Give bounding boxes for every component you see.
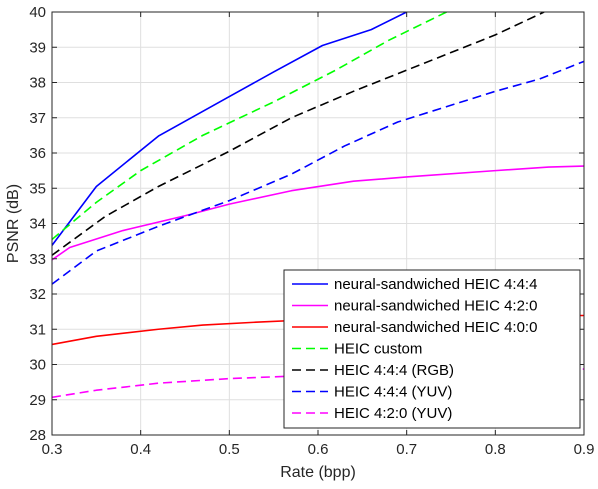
y-tick-label: 32 <box>29 286 46 303</box>
legend: neural-sandwiched HEIC 4:4:4 neural-sandw… <box>283 269 581 429</box>
series-line-heic-custom <box>52 12 447 240</box>
legend-box <box>283 269 581 429</box>
y-tick-label: 28 <box>29 427 46 444</box>
y-tick-label: 36 <box>29 145 46 162</box>
x-tick-label: 0.4 <box>130 441 151 458</box>
axis-ticks: 0.3 0.4 0.5 0.6 0.7 0.8 0.9 28 29 30 31 32 33 34 35 36 3… <box>29 4 594 458</box>
y-tick-label: 39 <box>29 39 46 56</box>
x-tick-label: 0.7 <box>396 441 417 458</box>
series-line-neural-sandwiched-heic-4-2-0 <box>52 165 584 261</box>
x-tick-label: 0.6 <box>308 441 329 458</box>
y-tick-label: 40 <box>29 4 46 21</box>
legend-label: neural-sandwiched HEIC 4:2:0 <box>334 298 537 315</box>
x-tick-label: 0.8 <box>485 441 506 458</box>
x-tick-label: 0.3 <box>42 441 63 458</box>
series-line-heic-4-4-4-yuv <box>52 60 584 285</box>
legend-label: neural-sandwiched HEIC 4:4:4 <box>334 276 537 293</box>
x-tick-label: 0.5 <box>219 441 240 458</box>
legend-label: HEIC 4:2:0 (YUV) <box>334 405 452 422</box>
x-tick-label: 0.9 <box>574 441 595 458</box>
x-axis-title: Rate (bpp) <box>280 464 356 481</box>
series-line-heic-4-4-4-rgb <box>52 12 545 256</box>
y-axis-title: PSNR (dB) <box>5 184 22 263</box>
legend-label: HEIC custom <box>334 341 422 358</box>
series-line-neural-sandwiched-heic-4-4-4 <box>52 12 408 246</box>
legend-label: HEIC 4:4:4 (YUV) <box>334 384 452 401</box>
y-tick-label: 29 <box>29 392 46 409</box>
series-lines <box>52 12 584 399</box>
y-tick-label: 30 <box>29 357 46 374</box>
y-tick-label: 38 <box>29 75 46 92</box>
y-tick-label: 33 <box>29 251 46 268</box>
y-tick-label: 37 <box>29 110 46 127</box>
y-tick-label: 35 <box>29 180 46 197</box>
y-tick-label: 31 <box>29 321 46 338</box>
legend-label: neural-sandwiched HEIC 4:0:0 <box>334 319 537 336</box>
legend-label: HEIC 4:4:4 (RGB) <box>334 362 454 379</box>
y-tick-label: 34 <box>29 216 46 233</box>
